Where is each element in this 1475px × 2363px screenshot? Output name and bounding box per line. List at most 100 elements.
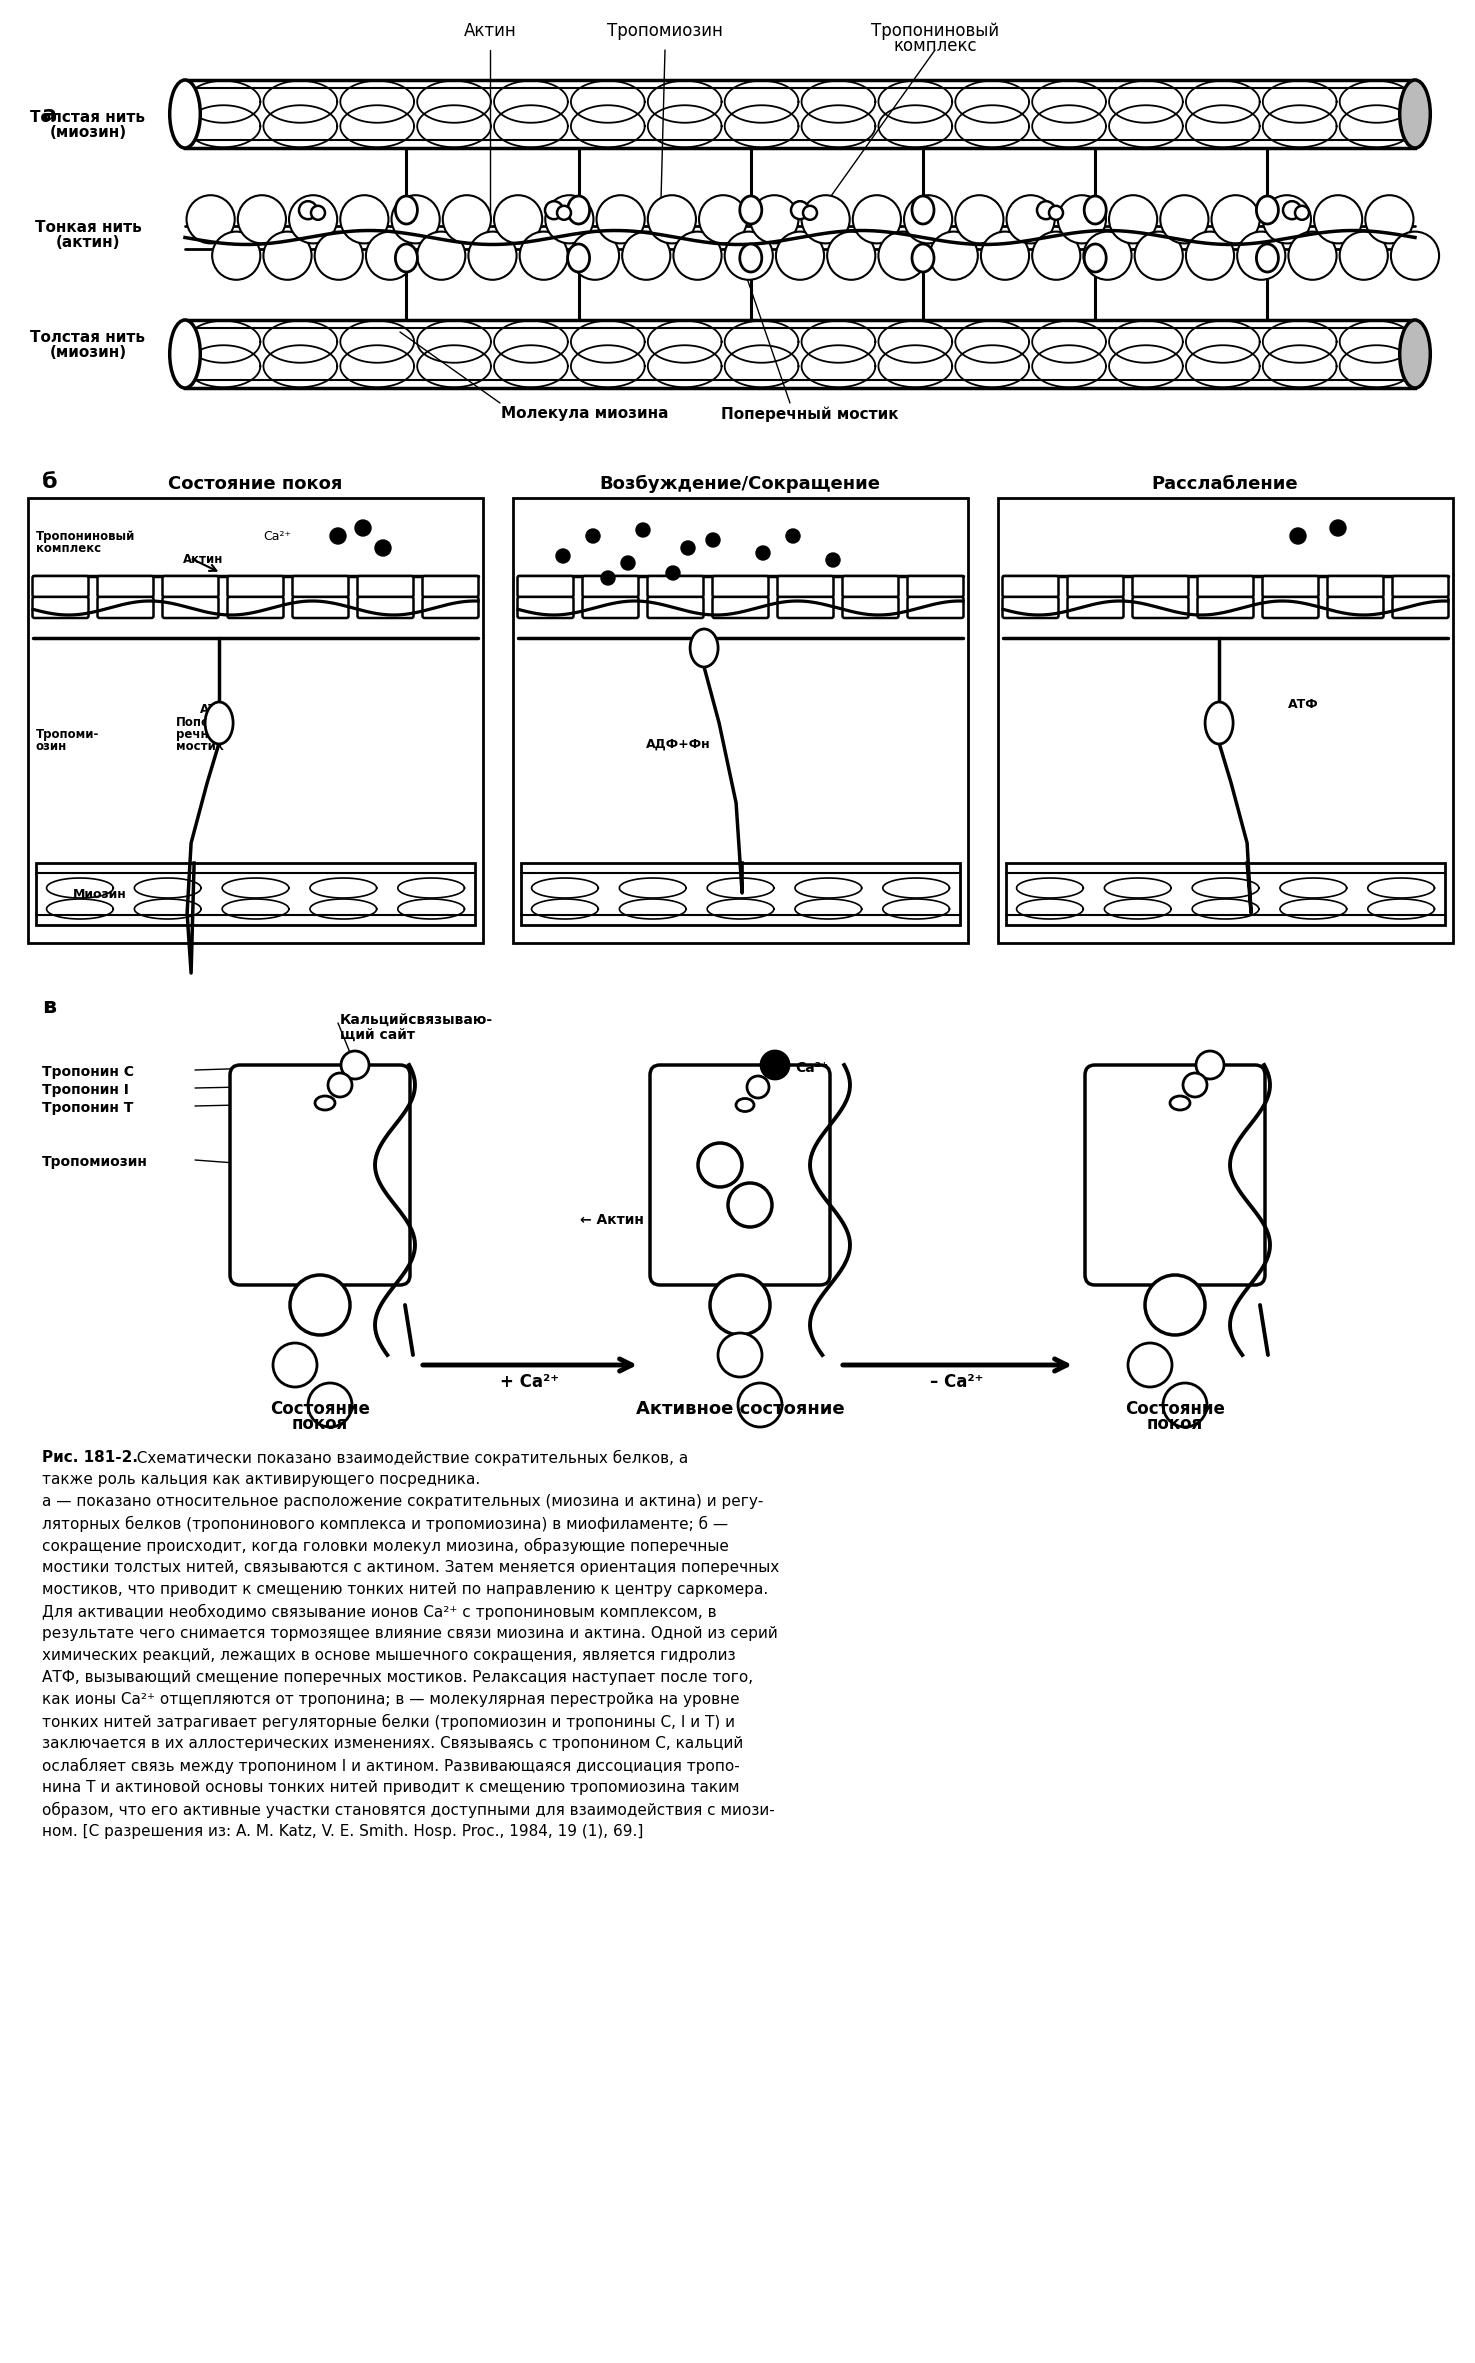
Text: Тропомиозин: Тропомиозин [41,1156,148,1170]
Ellipse shape [1084,196,1106,224]
Ellipse shape [568,196,590,224]
Circle shape [1032,232,1080,279]
Circle shape [586,529,600,543]
Ellipse shape [912,196,934,224]
FancyBboxPatch shape [907,598,963,619]
Text: покоя: покоя [292,1415,348,1432]
Text: Поперечный мостик: Поперечный мостик [721,406,898,421]
Ellipse shape [1205,702,1233,744]
Circle shape [1145,1276,1205,1335]
Text: Тропонин I: Тропонин I [41,1082,128,1096]
Circle shape [1109,196,1158,243]
Text: Рис. 181-2.: Рис. 181-2. [41,1451,139,1465]
FancyBboxPatch shape [907,577,963,598]
Text: Схематически показано взаимодействие сократительных белков, а: Схематически показано взаимодействие сок… [127,1451,689,1465]
FancyBboxPatch shape [1263,577,1319,598]
Text: комплекс: комплекс [894,38,976,54]
FancyBboxPatch shape [648,598,704,619]
Circle shape [314,232,363,279]
Circle shape [330,527,347,543]
Circle shape [291,1276,350,1335]
Text: Тропониновый: Тропониновый [870,21,999,40]
Circle shape [738,1382,782,1427]
Text: Толстая нить: Толстая нить [31,111,146,125]
Text: АТФ: АТФ [1288,697,1319,711]
Circle shape [519,232,568,279]
Circle shape [724,232,773,279]
Text: Тропомиозин: Тропомиозин [608,21,723,40]
Circle shape [494,196,543,243]
Circle shape [904,196,953,243]
Ellipse shape [690,629,718,666]
Circle shape [729,1184,771,1226]
Text: Для активации необходимо связывание ионов Ca²⁺ с тропониновым комплексом, в: Для активации необходимо связывание ионо… [41,1604,717,1621]
FancyBboxPatch shape [1328,577,1384,598]
Text: образом, что его активные участки становятся доступными для взаимодействия с мио: образом, что его активные участки станов… [41,1803,774,1817]
Circle shape [571,232,620,279]
Text: Тропониновый: Тропониновый [35,529,136,543]
Text: Возбуждение/Сокращение: Возбуждение/Сокращение [599,475,881,494]
Circle shape [596,196,645,243]
FancyBboxPatch shape [1068,577,1124,598]
Text: в: в [41,997,56,1016]
Bar [521,862,960,924]
Ellipse shape [205,702,233,744]
Text: АДФ+Фн: АДФ+Фн [646,737,711,751]
Text: мостиков, что приводит к смещению тонких нитей по направлению к центру саркомера: мостиков, что приводит к смещению тонких… [41,1581,768,1597]
Circle shape [751,196,798,243]
Circle shape [327,1073,353,1096]
Circle shape [1196,1052,1224,1080]
Circle shape [757,546,770,560]
Circle shape [600,572,615,586]
Circle shape [1314,196,1363,243]
Circle shape [1183,1073,1207,1096]
Bar [28,499,482,943]
Text: Ca²⁺: Ca²⁺ [795,1061,827,1075]
Bar [184,80,1415,149]
Circle shape [786,529,799,543]
FancyBboxPatch shape [712,577,768,598]
Ellipse shape [1257,196,1279,224]
Text: Тропонин С: Тропонин С [41,1066,134,1080]
FancyBboxPatch shape [1068,598,1124,619]
Text: (актин): (актин) [56,234,121,250]
FancyBboxPatch shape [777,577,833,598]
FancyBboxPatch shape [1003,598,1059,619]
FancyBboxPatch shape [1086,1066,1266,1285]
Circle shape [698,1144,742,1186]
Text: заключается в их аллостерических изменениях. Связываясь с тропонином С, кальций: заключается в их аллостерических изменен… [41,1737,743,1751]
Circle shape [1186,232,1235,279]
Ellipse shape [170,80,201,149]
Text: Толстая нить: Толстая нить [31,331,146,345]
Ellipse shape [170,319,201,388]
FancyBboxPatch shape [1133,598,1189,619]
FancyBboxPatch shape [1198,577,1254,598]
Circle shape [681,541,695,555]
FancyBboxPatch shape [32,577,88,598]
Text: ← Актин: ← Актин [580,1212,645,1226]
FancyBboxPatch shape [227,598,283,619]
FancyBboxPatch shape [518,577,574,598]
Ellipse shape [912,243,934,272]
FancyBboxPatch shape [230,1066,410,1285]
FancyBboxPatch shape [712,598,768,619]
FancyBboxPatch shape [1133,577,1189,598]
Text: ном. [С разрешения из: A. M. Katz, V. E. Smith. Hosp. Proc., 1984, 19 (1), 69.]: ном. [С разрешения из: A. M. Katz, V. E.… [41,1824,643,1838]
Text: (миозин): (миозин) [50,125,127,139]
FancyBboxPatch shape [422,598,478,619]
Text: (миозин): (миозин) [50,345,127,359]
Ellipse shape [316,1096,335,1111]
Circle shape [791,201,808,220]
FancyBboxPatch shape [292,577,348,598]
Text: сокращение происходит, когда головки молекул миозина, образующие поперечные: сокращение происходит, когда головки мол… [41,1538,729,1555]
Circle shape [699,196,748,243]
Circle shape [1263,196,1311,243]
FancyBboxPatch shape [650,1066,830,1285]
Circle shape [981,232,1030,279]
FancyBboxPatch shape [1198,598,1254,619]
Text: Тонкая нить: Тонкая нить [34,220,142,234]
Ellipse shape [1084,243,1106,272]
Circle shape [826,553,839,567]
Text: Актин: Актин [183,553,223,567]
Circle shape [636,522,650,536]
